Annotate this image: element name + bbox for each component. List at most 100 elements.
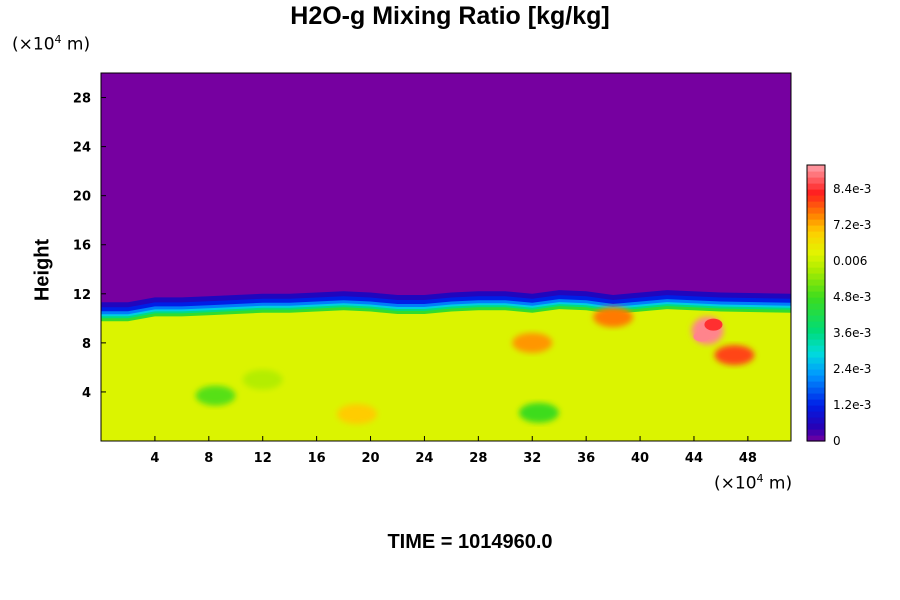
- colorbar-segment: [807, 393, 825, 400]
- colorbar-tick-label: 3.6e-3: [833, 326, 871, 340]
- colorbar-segment: [807, 177, 825, 184]
- colorbar-segment: [807, 351, 825, 358]
- x-unit-exponent: 4: [756, 472, 764, 485]
- y-axis-unit: (×104 m): [12, 33, 90, 55]
- x-tick-label: 16: [308, 451, 326, 466]
- field-feature-0: [195, 385, 236, 406]
- colorbar-segment: [807, 189, 825, 196]
- colorbar-segment: [807, 309, 825, 316]
- colorbar-segment: [807, 297, 825, 304]
- colorbar-segment: [807, 321, 825, 328]
- chart-title: H2O-g Mixing Ratio [kg/kg]: [290, 2, 610, 30]
- field-feature-6: [714, 345, 755, 366]
- field-feature-4: [593, 307, 634, 328]
- y-unit-suffix: m): [61, 34, 91, 55]
- field-feature-core-5: [704, 318, 723, 331]
- plot-frame: [100, 72, 792, 442]
- colorbar-segment: [807, 429, 825, 436]
- colorbar-tick-label: 2.4e-3: [833, 362, 871, 376]
- colorbar-segment: [807, 231, 825, 238]
- colorbar-segment: [807, 279, 825, 286]
- y-tick-label: 4: [82, 386, 91, 401]
- colorbar-tick-label: 8.4e-3: [833, 182, 871, 196]
- colorbar-segment: [807, 219, 825, 226]
- colorbar-segment: [807, 417, 825, 424]
- y-tick-label: 24: [73, 141, 91, 156]
- colorbar-tick-label: 7.2e-3: [833, 218, 871, 232]
- colorbar-segment: [807, 387, 825, 394]
- x-unit-prefix: (×10: [714, 473, 757, 494]
- x-tick-label: 48: [739, 451, 757, 466]
- colorbar-frame: [806, 164, 826, 442]
- colorbar-segment: [807, 327, 825, 334]
- x-tick-label: 24: [415, 451, 433, 466]
- y-axis: 4 8 12 16 20 24 28: [73, 92, 106, 401]
- colorbar-segment: [807, 369, 825, 376]
- field-feature-1: [337, 404, 378, 425]
- colorbar-tick-label: 0: [833, 434, 841, 448]
- colorbar-segment: [807, 423, 825, 430]
- x-tick-label: 44: [685, 451, 703, 466]
- colorbar-segment: [807, 225, 825, 232]
- colorbar-segment: [807, 291, 825, 298]
- y-unit-exponent: 4: [54, 33, 62, 46]
- x-tick-label: 36: [577, 451, 595, 466]
- colorbar-segment: [807, 243, 825, 250]
- colorbar-segment: [807, 195, 825, 202]
- colorbar-segment: [807, 183, 825, 190]
- colorbar-segment: [807, 303, 825, 310]
- colorbar-segment: [807, 435, 825, 442]
- x-unit-suffix: m): [763, 473, 793, 494]
- colorbar-tick-label: 0.006: [833, 254, 867, 268]
- x-tick-label: 20: [361, 451, 379, 466]
- colorbar-segment: [807, 405, 825, 412]
- colorbar-segment: [807, 165, 825, 172]
- colorbar-segment: [807, 273, 825, 280]
- colorbar-tick-label: 1.2e-3: [833, 398, 871, 412]
- time-label: TIME = 1014960.0: [387, 531, 553, 553]
- colorbar-segment: [807, 267, 825, 274]
- x-tick-label: 40: [631, 451, 649, 466]
- colorbar-segment: [807, 315, 825, 322]
- field-feature-2: [518, 402, 559, 423]
- colorbar-segment: [807, 339, 825, 346]
- y-unit-prefix: (×10: [12, 34, 55, 55]
- colorbar-segment: [807, 357, 825, 364]
- x-tick-label: 12: [254, 451, 272, 466]
- colorbar-segment: [807, 333, 825, 340]
- moist-layer-6: [101, 309, 791, 441]
- y-tick-label: 12: [73, 288, 91, 303]
- colorbar-tick-label: 4.8e-3: [833, 290, 871, 304]
- colorbar-segment: [807, 285, 825, 292]
- y-tick-label: 16: [73, 239, 91, 254]
- x-axis-unit: (×104 m): [714, 472, 792, 494]
- colorbar-segment: [807, 201, 825, 208]
- colorbar-segment: [807, 411, 825, 418]
- y-tick-label: 28: [73, 92, 91, 107]
- colorbar-segment: [807, 399, 825, 406]
- colorbar-segment: [807, 213, 825, 220]
- colorbar-segment: [807, 171, 825, 178]
- colorbar-segment: [807, 363, 825, 370]
- colorbar-segment: [807, 381, 825, 388]
- colorbar: 0 1.2e-3 2.4e-3 3.6e-3 4.8e-3 0.006 7.2e-3 8.4e…: [806, 164, 871, 448]
- plot-area: [101, 73, 791, 441]
- colorbar-segment: [807, 255, 825, 262]
- colorbar-segment: [807, 237, 825, 244]
- x-axis: 4 8 12 16 20 24 28 32 36 40 44 48: [150, 436, 757, 466]
- field-feature-3: [512, 332, 553, 353]
- colorbar-segment: [807, 345, 825, 352]
- x-tick-label: 28: [469, 451, 487, 466]
- colorbar-segment: [807, 207, 825, 214]
- y-tick-label: 8: [82, 337, 91, 352]
- field-feature-core2-5: [693, 331, 710, 342]
- colorbar-segment: [807, 261, 825, 268]
- y-tick-label: 20: [73, 190, 91, 205]
- field-feature-7: [242, 369, 283, 390]
- x-tick-label: 4: [150, 451, 159, 466]
- x-tick-label: 32: [523, 451, 541, 466]
- colorbar-segment: [807, 249, 825, 256]
- colorbar-segment: [807, 375, 825, 382]
- x-tick-label: 8: [204, 451, 213, 466]
